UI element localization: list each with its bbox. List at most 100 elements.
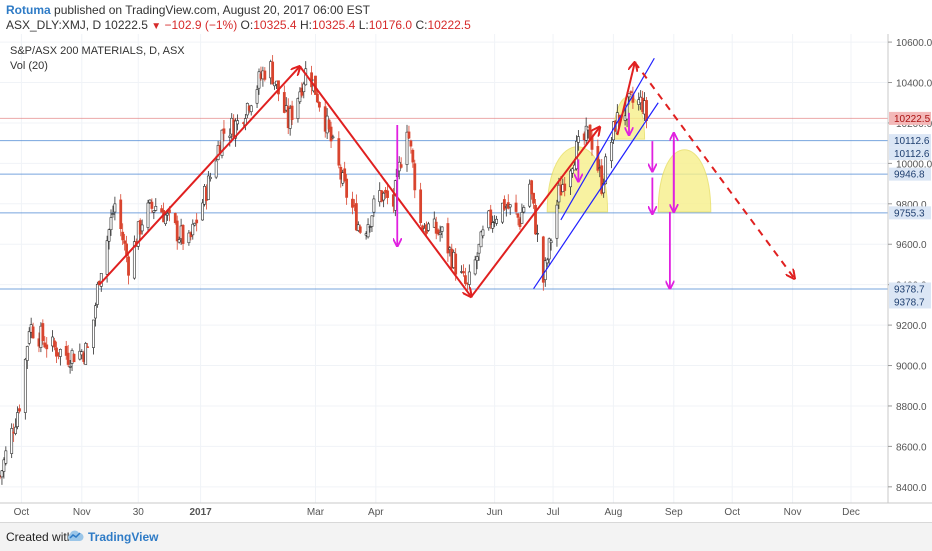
candles — [0, 55, 648, 485]
price-label-box — [889, 167, 931, 181]
chart-canvas[interactable]: 8400.08600.08800.09000.09200.09400.09600… — [0, 34, 932, 522]
time-tick-label: Jul — [547, 507, 560, 518]
candle-body — [530, 180, 534, 195]
candle-body — [66, 352, 70, 365]
candle-body — [214, 160, 218, 178]
time-tick-label: 30 — [133, 507, 145, 518]
candle-body — [419, 189, 423, 224]
time-tick-label: Nov — [73, 507, 91, 518]
high-value: 10325.4 — [311, 18, 356, 32]
low-label: L: — [358, 18, 369, 32]
legend-title: S&P/ASX 200 MATERIALS, D, ASX — [10, 45, 185, 57]
price-label-text: 10112.6 — [894, 149, 930, 160]
created-with-text: Created with — [6, 530, 74, 544]
candle-body — [600, 165, 604, 194]
candle-body — [201, 202, 204, 221]
change-value: −102.9 (−1%) — [164, 18, 238, 32]
time-tick-label: Jun — [487, 507, 503, 518]
candle-body — [479, 231, 483, 248]
candle-body — [337, 138, 341, 166]
candle-body — [541, 236, 545, 283]
trend-arrow — [616, 62, 635, 136]
price-tick-label: 10600.0 — [896, 38, 932, 49]
candle-body — [438, 232, 442, 236]
trend-arrow — [98, 66, 300, 286]
time-tick-label: Oct — [724, 507, 740, 518]
candle-body — [645, 100, 648, 122]
candle-body — [78, 350, 82, 360]
price-tick-label: 9000.0 — [896, 362, 927, 373]
legend-volume: Vol (20) — [10, 60, 48, 72]
candle-body — [105, 240, 109, 275]
candle-body — [405, 131, 409, 165]
candle-body — [132, 241, 136, 279]
price-label-box — [889, 111, 931, 125]
candle-body — [113, 203, 117, 213]
candle-body — [520, 212, 524, 224]
footer-bar: Created with TradingView — [0, 522, 932, 551]
candle-body — [386, 190, 389, 198]
candle-body — [121, 231, 125, 241]
tradingview-cloud-icon — [67, 530, 84, 541]
price-tick-label: 10000.0 — [896, 159, 932, 170]
trend-arrow — [470, 127, 600, 298]
symbol-label: ASX_DLY:XMJ, D — [6, 18, 102, 32]
price-tick-label: 10400.0 — [896, 79, 932, 90]
price-tick-label: 8400.0 — [896, 483, 927, 494]
candle-body — [228, 135, 232, 138]
candle-body — [604, 156, 608, 185]
candle-body — [372, 198, 376, 213]
author-link[interactable]: Rotuma — [6, 3, 51, 17]
price-axis[interactable]: 8400.08600.08800.09000.09200.09400.09600… — [888, 38, 932, 494]
candle-body — [545, 259, 549, 264]
price-label-text: 10112.6 — [894, 136, 930, 147]
time-tick-label: Dec — [842, 507, 860, 518]
publish-line: Rotuma published on TradingView.com, Aug… — [6, 3, 370, 17]
price-label-text: 9755.3 — [894, 208, 925, 219]
candle-body — [45, 344, 49, 350]
candle-body — [68, 366, 72, 368]
candle-body — [627, 93, 631, 98]
candle-body — [53, 340, 56, 348]
candle-body — [263, 70, 267, 80]
candle-body — [358, 226, 362, 233]
candle-body — [343, 168, 347, 181]
price-label-box — [889, 295, 931, 309]
candle-body — [175, 220, 179, 242]
time-tick-label: Mar — [307, 507, 325, 518]
candle-body — [584, 125, 588, 141]
candle-body — [489, 209, 493, 225]
candle-body — [569, 170, 572, 188]
time-axis[interactable]: Oct Nov 30 2017 Mar Apr Jun Jul Aug Sep Oct Nov Dec — [14, 507, 860, 518]
candle-body — [92, 319, 95, 348]
candle-body — [399, 164, 403, 168]
candle-body — [119, 199, 123, 230]
price-tick-label: 8800.0 — [896, 402, 927, 413]
candle-body — [181, 224, 185, 244]
candle-body — [481, 229, 485, 237]
candle-body — [166, 213, 169, 216]
candle-body — [195, 219, 199, 224]
candle-body — [10, 428, 14, 454]
channel-line — [533, 102, 659, 290]
candle-body — [191, 223, 195, 236]
open-value: 10325.4 — [253, 18, 297, 32]
price-label-text: 9378.7 — [894, 284, 925, 295]
candle-body — [72, 353, 76, 363]
candle-body — [150, 201, 154, 209]
candle-body — [271, 61, 275, 85]
candle-body — [298, 91, 302, 103]
candle-body — [282, 92, 286, 113]
candle-body — [370, 215, 374, 227]
tradingview-brand-link[interactable]: TradingView — [88, 530, 159, 544]
price-label-box — [889, 206, 931, 220]
low-value: 10176.0 — [368, 18, 413, 32]
price-tick-label: 8600.0 — [896, 442, 927, 453]
candle-body — [413, 163, 417, 191]
candle-body — [23, 359, 27, 413]
candle-body — [409, 140, 413, 147]
candle-body — [164, 214, 167, 225]
candle-body — [440, 226, 444, 232]
candle-body — [64, 345, 68, 356]
open-label: O: — [240, 18, 254, 32]
